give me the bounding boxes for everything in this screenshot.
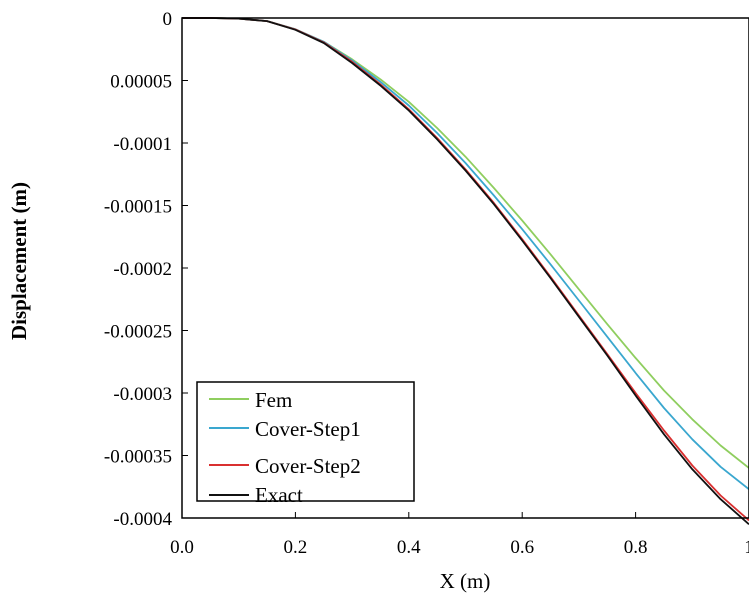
x-tick-label: 0.4 bbox=[397, 537, 421, 558]
legend-label-cover-step2: Cover-Step2 bbox=[255, 454, 361, 478]
x-tick-label: 0.0 bbox=[170, 537, 194, 558]
legend-item-exact: Exact bbox=[209, 483, 303, 507]
legend-label-exact: Exact bbox=[255, 483, 303, 507]
y-tick-label: -0.00025 bbox=[104, 322, 172, 343]
x-axis-label: X (m) bbox=[440, 569, 491, 593]
legend-label-fem: Fem bbox=[255, 388, 292, 412]
legend-label-cover-step1: Cover-Step1 bbox=[255, 417, 361, 441]
legend-item-cover-step2: Cover-Step2 bbox=[209, 454, 361, 478]
y-tick-label: -0.0003 bbox=[113, 384, 172, 405]
y-tick-label: -0.0001 bbox=[113, 134, 172, 155]
plot-frame bbox=[181, 17, 749, 519]
legend: Fem Cover-Step1 Cover-Step2 Exact bbox=[196, 381, 415, 507]
y-axis-ticks: 0 0.00005 -0.0001 -0.00015 -0.0002 -0.00025 -0… bbox=[104, 9, 188, 530]
y-tick-label: 0 bbox=[163, 9, 173, 30]
y-tick-label: -0.00035 bbox=[104, 447, 172, 468]
x-tick-label: 0.6 bbox=[510, 537, 534, 558]
y-tick-label: 0.00005 bbox=[110, 72, 172, 93]
x-tick-label: 0.8 bbox=[624, 537, 648, 558]
series-line-exact bbox=[182, 17, 749, 525]
x-axis-ticks: 0.0 0.2 0.4 0.6 0.8 1 bbox=[170, 512, 749, 558]
legend-item-cover-step1: Cover-Step1 bbox=[209, 417, 361, 441]
y-tick-label: -0.00015 bbox=[104, 197, 172, 218]
series-lines bbox=[182, 17, 749, 525]
x-tick-label: 0.2 bbox=[284, 537, 308, 558]
legend-box bbox=[196, 381, 415, 502]
legend-item-fem: Fem bbox=[209, 388, 292, 412]
y-tick-label: -0.0002 bbox=[113, 259, 172, 280]
y-axis-label: Displacement (m) bbox=[7, 182, 31, 340]
y-tick-label: -0.0004 bbox=[113, 509, 172, 530]
x-tick-label: 1 bbox=[744, 537, 749, 558]
